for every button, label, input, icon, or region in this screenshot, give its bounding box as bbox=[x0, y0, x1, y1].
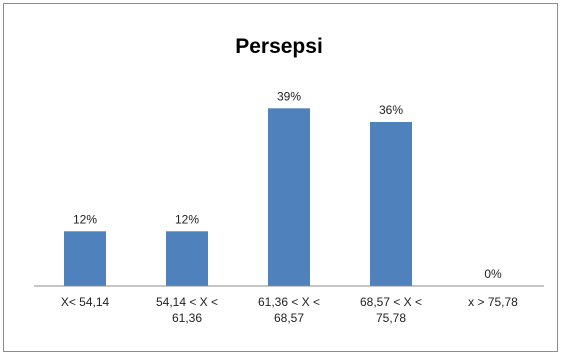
data-label-1: 12% bbox=[175, 212, 199, 226]
data-label-4: 0% bbox=[484, 267, 502, 281]
x-tick-label-0-line-0: X< 54,14 bbox=[61, 295, 110, 309]
bar-3 bbox=[370, 122, 412, 286]
chart-frame: Persepsi 12% X< 54,14 12% 54,14 < X < 61,36 3… bbox=[3, 3, 558, 352]
x-tick-label-2-line-1: 68,57 bbox=[274, 311, 304, 325]
x-tick-label-4-line-0: x > 75,78 bbox=[468, 295, 518, 309]
data-label-2: 39% bbox=[277, 89, 301, 103]
x-tick-label-3-line-1: 75,78 bbox=[376, 311, 406, 325]
data-label-0: 12% bbox=[73, 212, 97, 226]
chart-svg: Persepsi 12% X< 54,14 12% 54,14 < X < 61,36 3… bbox=[34, 35, 544, 325]
bar-2 bbox=[268, 108, 310, 286]
chart-title: Persepsi bbox=[235, 35, 323, 58]
labels-layer: 12% X< 54,14 12% 54,14 < X < 61,36 39% 61,36 <… bbox=[61, 89, 518, 325]
x-tick-label-2-line-0: 61,36 < X < bbox=[258, 295, 320, 309]
x-tick-label-1-line-0: 54,14 < X < bbox=[156, 295, 218, 309]
bar-1 bbox=[166, 231, 208, 286]
x-tick-label-3-line-0: 68,57 < X < bbox=[360, 295, 422, 309]
bars-layer bbox=[64, 108, 412, 286]
data-label-3: 36% bbox=[379, 103, 403, 117]
x-tick-label-1-line-1: 61,36 bbox=[172, 311, 202, 325]
bar-0 bbox=[64, 231, 106, 286]
